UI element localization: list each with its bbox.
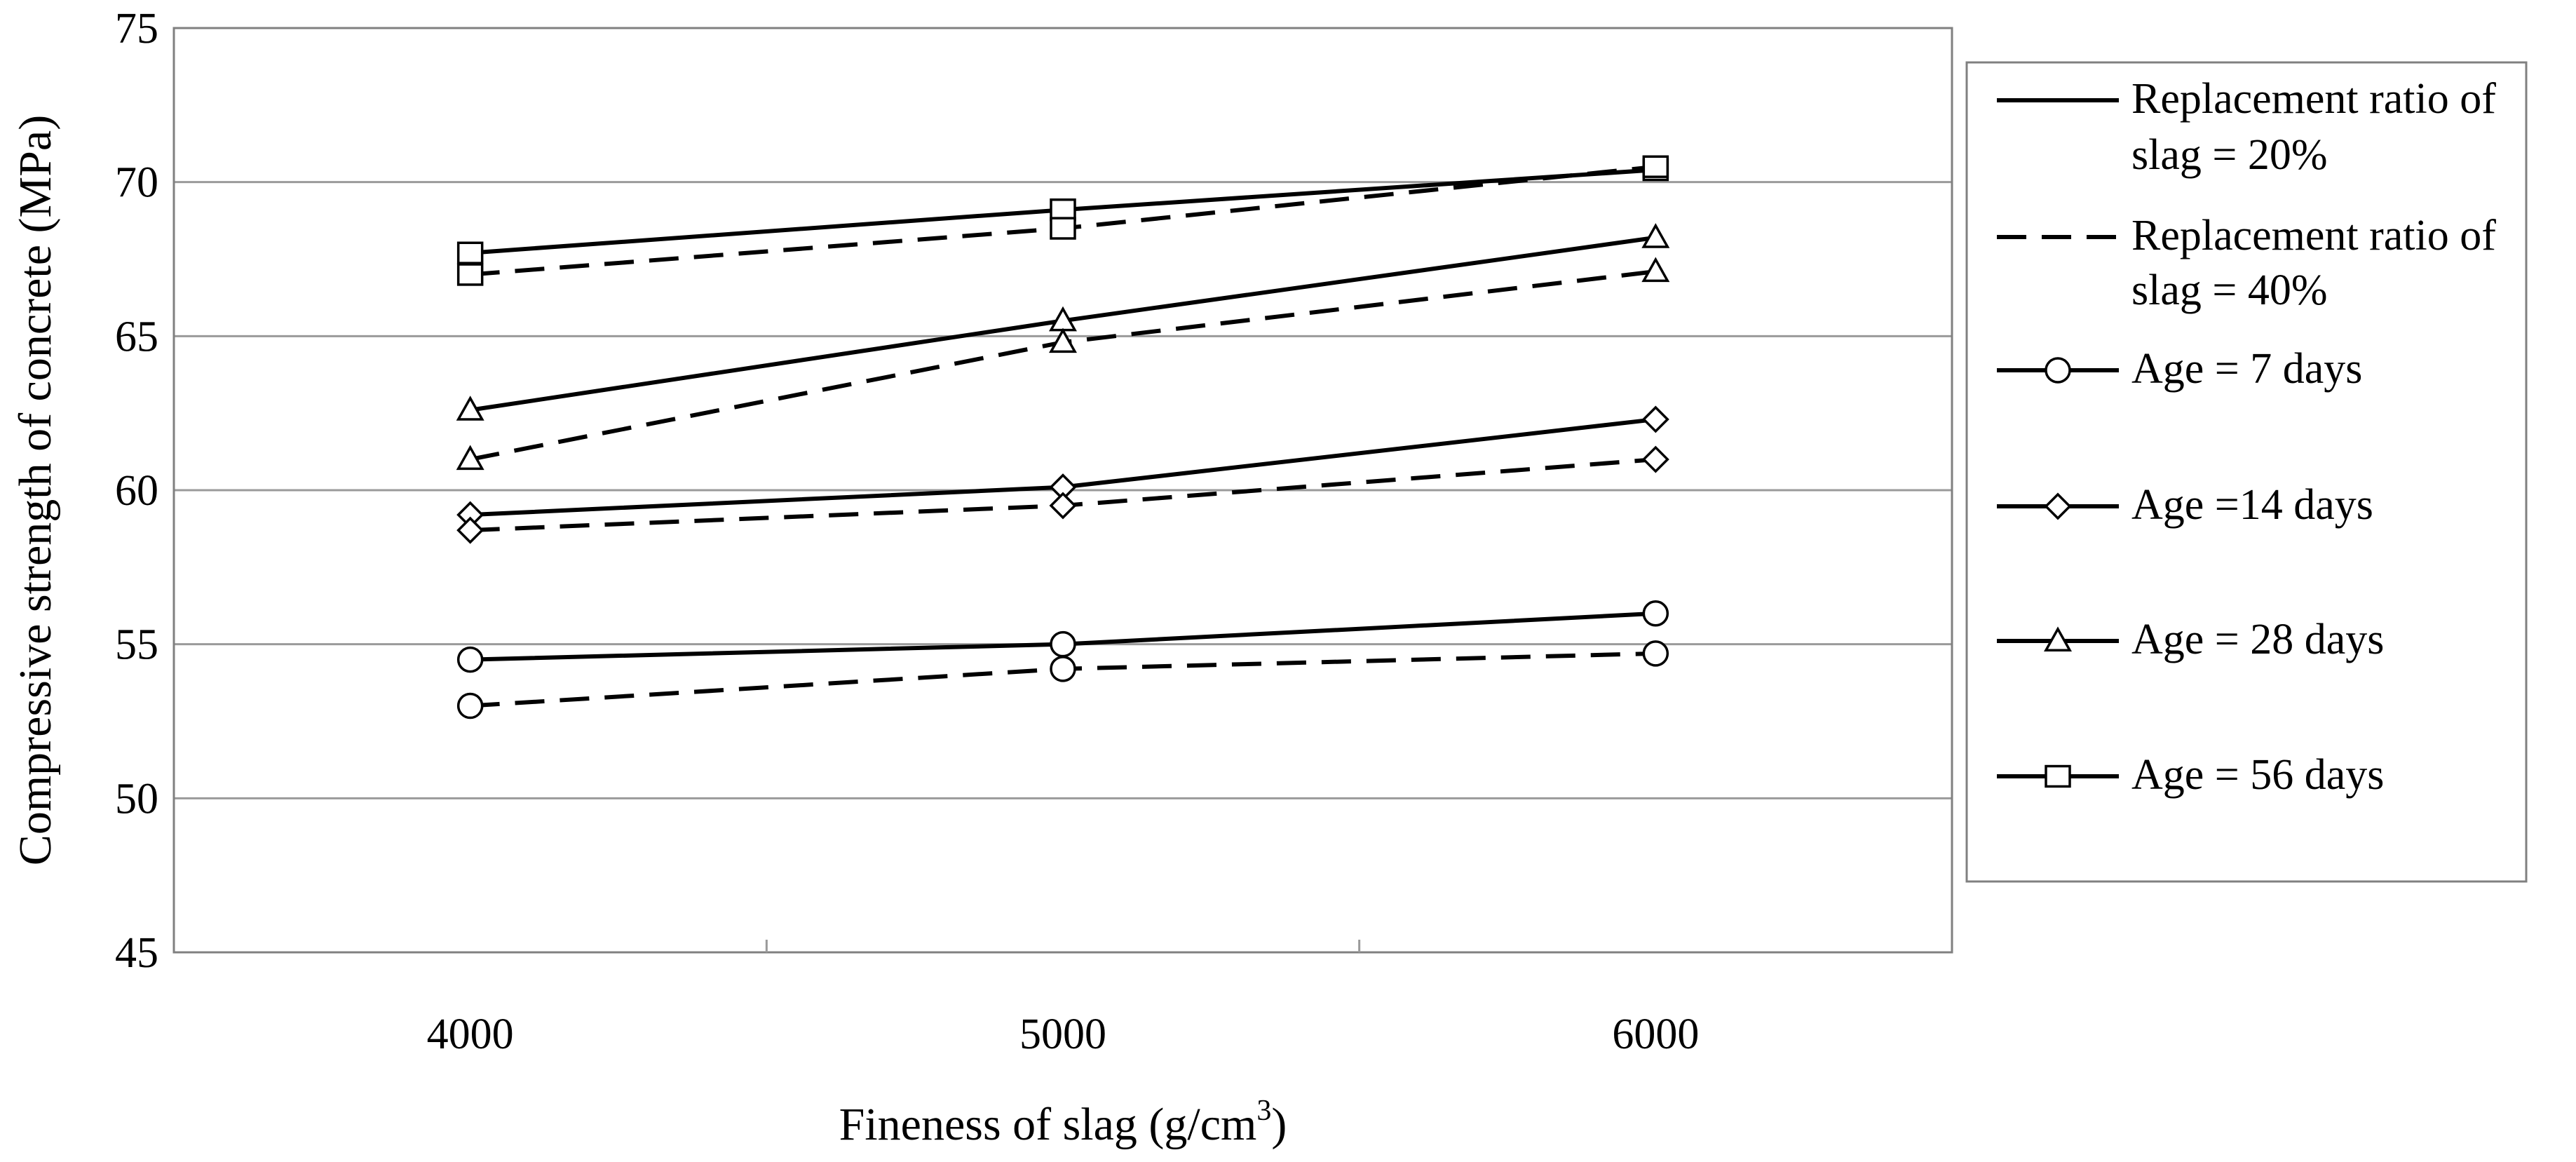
y-tick-label-70: 70 [115, 159, 158, 207]
series-age-28-slag-40-point-6000 [1641, 257, 1670, 283]
series-age-7-slag-40-point-6000 [1642, 640, 1669, 667]
series-age-28-slag-20-point-6000 [1641, 223, 1670, 248]
x-axis-title-superscript: 3 [1256, 1095, 1271, 1127]
series-age-14-slag-40 [456, 445, 1669, 544]
series-age-28-slag-40-point-5000 [1049, 327, 1077, 353]
legend-marker-5 [2044, 626, 2072, 652]
legend-item-4: Age =14 days [1997, 481, 2373, 529]
series-age-7-slag-20-point-6000 [1642, 600, 1669, 627]
x-tick-label-4000: 4000 [427, 1011, 514, 1058]
x-axis-tick-labels: 4000 5000 6000 [427, 1011, 1700, 1058]
series-age-14-slag-20 [456, 405, 1669, 529]
y-tick-label-50: 50 [115, 775, 158, 823]
series-age-56-slag-40-point-6000 [1642, 155, 1669, 178]
series-age-28-slag-20 [456, 223, 1670, 421]
series-age-7-slag-40-point-4000 [456, 692, 484, 720]
series-age-7-slag-20 [456, 600, 1669, 673]
legend-frame [1965, 61, 2528, 883]
legend-item-6: Age = 56 days [1997, 751, 2384, 799]
x-axis-title-close: ) [1271, 1099, 1287, 1150]
series-age-56-slag-40 [456, 155, 1669, 286]
x-tick-label-6000: 6000 [1612, 1011, 1699, 1058]
series-age-14-slag-40-point-5000 [1049, 492, 1077, 520]
series-age-7-slag-20-point-4000 [456, 646, 484, 673]
legend-marker-4 [2044, 492, 2072, 520]
legend-item-3: Age = 7 days [1997, 345, 2362, 393]
series-age-28-slag-40 [456, 257, 1670, 471]
series-age-14-slag-40-point-4000 [456, 516, 484, 544]
legend-label-1-line-2: slag = 20% [2131, 131, 2327, 179]
legend-marker-6 [2045, 764, 2071, 788]
series-age-7-slag-20-point-5000 [1050, 630, 1076, 658]
x-axis-title-main: Fineness of slag (g/cm [839, 1099, 1257, 1150]
x-axis-title: Fineness of slag (g/cm3) [839, 1095, 1287, 1150]
y-axis-title: Compressive strength of concrete (MPa) [10, 115, 61, 865]
series-age-56-slag-40-point-4000 [456, 263, 484, 286]
plot-area-frame [172, 27, 1953, 954]
series-age-56-slag-20-point-4000 [456, 241, 484, 264]
legend-marker-3 [2045, 357, 2071, 384]
y-tick-label-75: 75 [115, 5, 158, 53]
legend-label-2-line-2: slag = 40% [2131, 266, 2327, 314]
series-age-56-slag-40-point-5000 [1050, 217, 1076, 240]
series-age-28-slag-40-point-4000 [456, 445, 484, 471]
x-tick-label-5000: 5000 [1019, 1011, 1106, 1058]
series-age-7-slag-40-point-5000 [1050, 656, 1076, 682]
y-tick-label-60: 60 [115, 467, 158, 515]
legend-item-5: Age = 28 days [1997, 616, 2384, 663]
legend-item-1: Replacement ratio of slag = 20% [1997, 75, 2496, 179]
legend-label-2-line-1: Replacement ratio of [2131, 212, 2496, 259]
y-tick-label-65: 65 [115, 313, 158, 360]
series-age-7-slag-40 [456, 640, 1669, 720]
y-tick-label-55: 55 [115, 621, 158, 669]
y-tick-label-45: 45 [115, 929, 158, 977]
axis-ticks [765, 940, 1361, 952]
legend-label-4-line-1: Age =14 days [2131, 481, 2373, 529]
series-age-56-slag-20-point-5000 [1050, 198, 1076, 222]
data-series [456, 155, 1670, 720]
legend-label-6-line-1: Age = 56 days [2131, 751, 2384, 799]
series-age-14-slag-40-point-6000 [1641, 445, 1669, 473]
y-axis-tick-labels: 45 50 55 60 65 70 75 [115, 5, 158, 977]
series-age-14-slag-20-point-6000 [1641, 405, 1669, 433]
legend-label-3-line-1: Age = 7 days [2131, 345, 2362, 393]
legend-item-2: Replacement ratio of slag = 40% [1997, 212, 2496, 314]
legend-label-1-line-1: Replacement ratio of [2131, 75, 2496, 123]
series-age-28-slag-20-point-4000 [456, 396, 484, 421]
legend-label-5-line-1: Age = 28 days [2131, 616, 2384, 663]
